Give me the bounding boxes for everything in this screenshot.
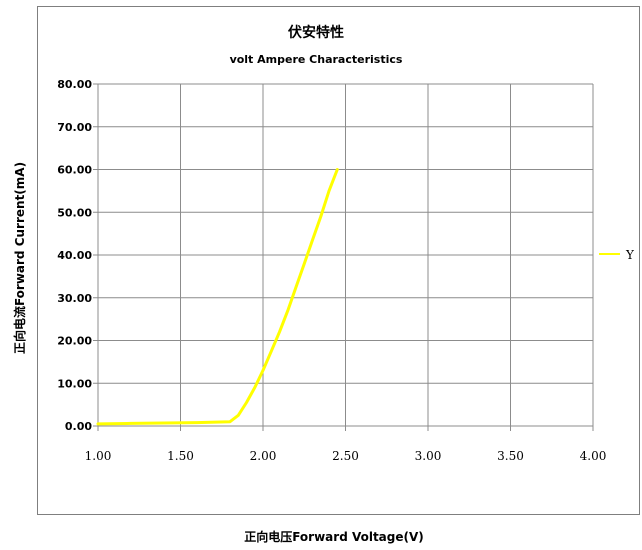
chart-subtitle: volt Ampere Characteristics xyxy=(230,53,403,66)
y-tick-label: 70.00 xyxy=(57,121,92,134)
series-line-y xyxy=(96,168,339,426)
y-tick-label: 10.00 xyxy=(57,377,92,390)
tick-labels: 1.00 1.50 2.00 2.50 3.00 3.50 4.00 0.00 10.00 20.… xyxy=(57,78,606,463)
x-tick-label: 1.00 xyxy=(85,449,112,463)
y-tick-label: 80.00 xyxy=(57,78,92,91)
x-tick-label: 3.50 xyxy=(497,449,524,463)
legend: Y xyxy=(599,248,635,262)
x-tick-label: 1.50 xyxy=(167,449,194,463)
x-tick-label: 2.50 xyxy=(332,449,359,463)
y-tick-label: 40.00 xyxy=(57,249,92,262)
y-tick-label: 30.00 xyxy=(57,292,92,305)
chart-title: 伏安特性 xyxy=(288,24,344,41)
x-tick-label: 4.00 xyxy=(580,449,607,463)
y-tick-label: 50.00 xyxy=(57,206,92,219)
y-tick-label: 0.00 xyxy=(65,420,92,433)
y-tick-label: 20.00 xyxy=(57,335,92,348)
legend-label-y: Y xyxy=(625,248,635,262)
series-layer xyxy=(96,168,339,426)
x-tick-label: 3.00 xyxy=(415,449,442,463)
x-tick-label: 2.00 xyxy=(250,449,277,463)
grid-lines xyxy=(93,83,594,431)
x-axis-label: 正向电压Forward Voltage(V) xyxy=(244,529,424,544)
y-axis-label: 正向电流Forward Current(mA) xyxy=(12,162,27,354)
y-tick-label: 60.00 xyxy=(57,164,92,177)
